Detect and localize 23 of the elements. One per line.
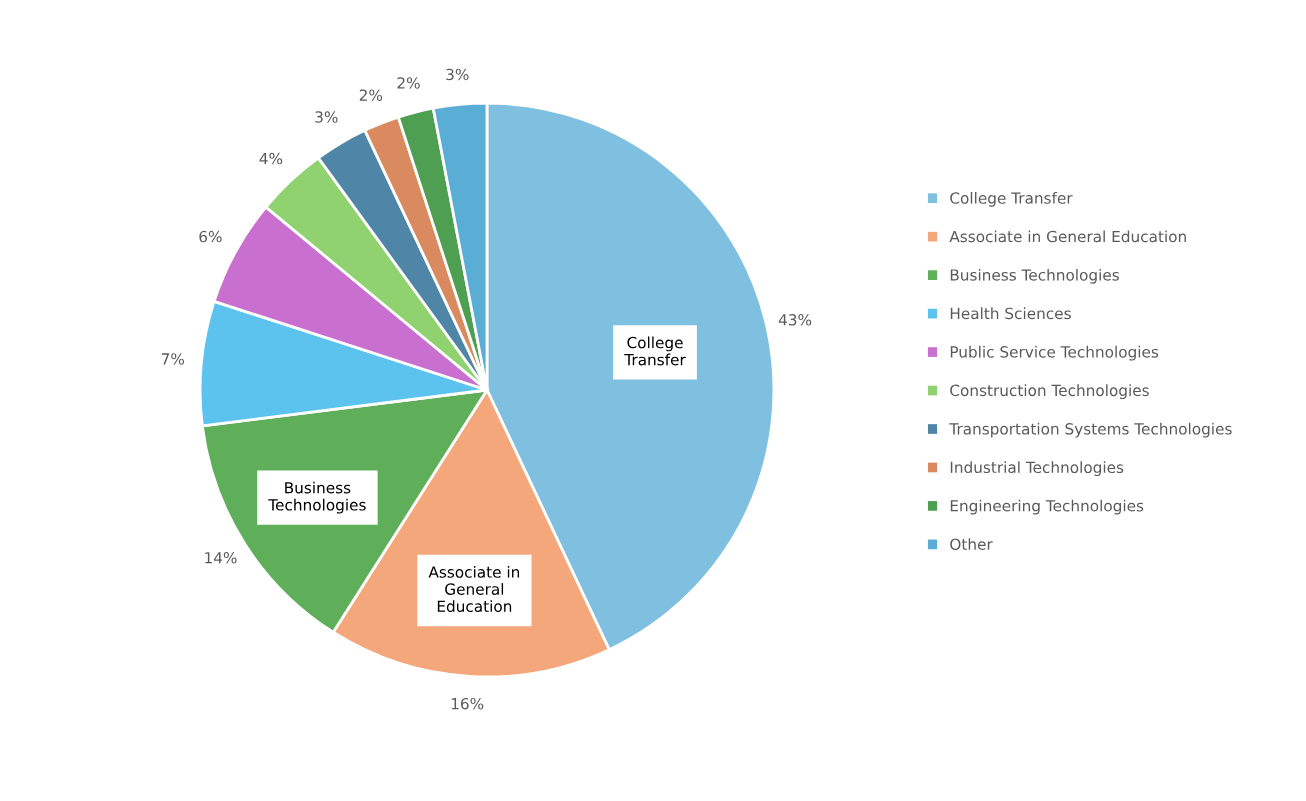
legend-label: Construction Technologies: [950, 384, 1149, 400]
legend-label: Public Service Technologies: [950, 345, 1159, 361]
legend-label: Associate in General Education: [949, 230, 1186, 243]
data-label: 3%: [446, 68, 469, 81]
legend-label: Health Sciences: [950, 307, 1071, 320]
legend-label: Other: [950, 538, 993, 550]
slice-label: College Transfer: [624, 336, 686, 366]
slice-label: Associate in General Education: [428, 565, 520, 613]
data-label: 43%: [778, 314, 812, 326]
data-label: 16%: [451, 697, 484, 710]
data-label: 2%: [359, 89, 383, 101]
legend-label: College Transfer: [950, 191, 1073, 207]
legend-label: Transportation Systems Technologies: [949, 422, 1232, 438]
data-label: 6%: [199, 230, 222, 243]
legend-label: Industrial Technologies: [950, 461, 1124, 477]
data-label: 3%: [315, 111, 338, 123]
slice-label: Business Technologies: [268, 481, 366, 514]
data-label: 2%: [397, 77, 420, 89]
data-label: 4%: [259, 152, 283, 165]
legend-label: Business Technologies: [950, 268, 1119, 284]
legend-label: Engineering Technologies: [950, 499, 1144, 515]
data-label: 7%: [161, 353, 185, 365]
data-label: 14%: [205, 552, 237, 564]
